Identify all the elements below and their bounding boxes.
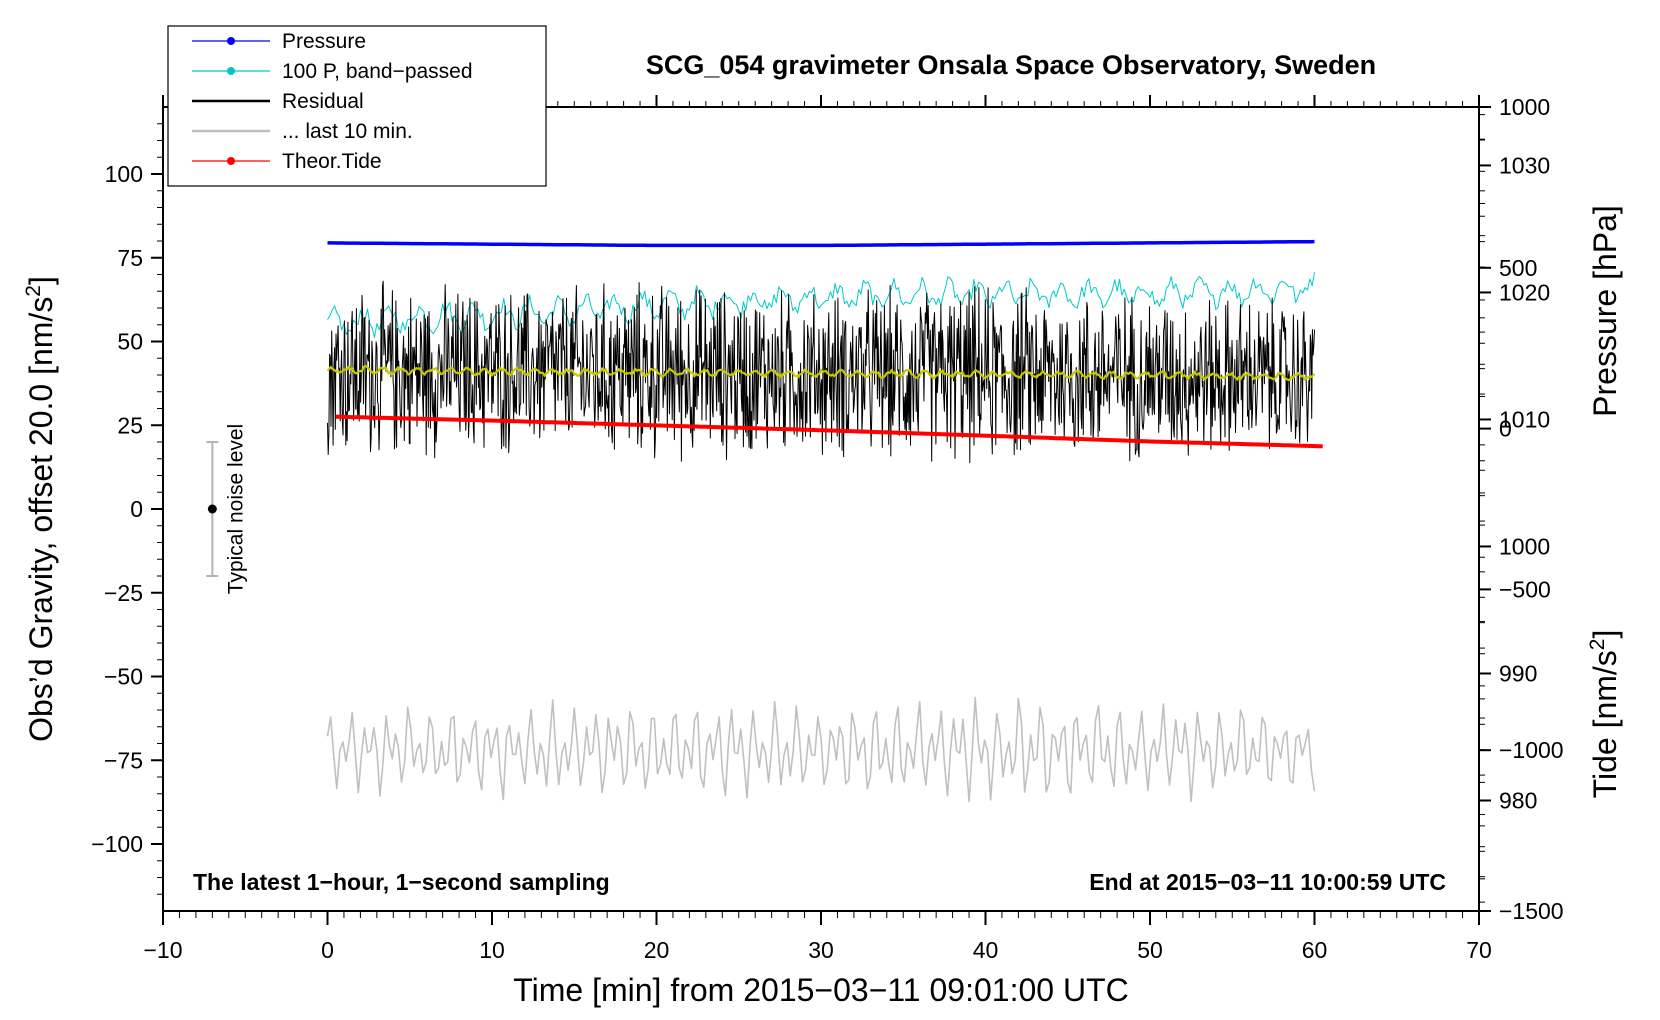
y-axis-label-superscript: 2	[22, 285, 45, 297]
tide-axis-ticks: 1000 500 0 −500 −1000 −1500	[1479, 94, 1564, 924]
x-tick-label: 20	[644, 937, 670, 963]
x-tick-label: 60	[1302, 937, 1328, 963]
series-100-p-band-passed	[327, 272, 1315, 338]
noise-level-bar: Typical noise level	[206, 424, 247, 594]
y-axis-label: Obs’d Gravity, offset 20.0 [nm/s2]	[22, 276, 59, 742]
x-tick-label: 70	[1466, 937, 1492, 963]
legend-label: 100 P, band−passed	[282, 60, 473, 83]
pressure-tick-label: 990	[1499, 660, 1537, 686]
pressure-axis-label: Pressure [hPa]	[1587, 205, 1623, 417]
series-last-10-min	[326, 696, 1316, 803]
tide-axis-label-superscript: 2	[1586, 639, 1609, 651]
legend-label: ... last 10 min.	[282, 120, 413, 143]
legend-label: Residual	[282, 90, 364, 113]
series-pressure	[327, 239, 1315, 248]
annotation-left: The latest 1−hour, 1−second sampling	[193, 869, 610, 895]
legend-marker	[227, 157, 235, 165]
y-tick-label: 50	[117, 329, 143, 355]
y-tick-label: 100	[105, 161, 143, 187]
pressure-tick-label: 980	[1499, 787, 1537, 813]
tide-tick-label: −1500	[1499, 898, 1564, 924]
pressure-tick-label: 1020	[1499, 279, 1550, 305]
y-tick-label: 75	[117, 245, 143, 271]
y-tick-label: −100	[91, 831, 143, 857]
x-tick-label: 50	[1137, 937, 1163, 963]
series-residual-smoothed	[326, 364, 1316, 382]
legend: Pressure 100 P, band−passed Residual ... la…	[167, 25, 547, 187]
y-tick-label: −25	[104, 580, 143, 606]
x-axis-label: Time [min] from 2015−03−11 09:01:00 UTC	[513, 972, 1128, 1008]
y-tick-label: −75	[104, 747, 143, 773]
annotation-right: End at 2015−03−11 10:00:59 UTC	[1089, 869, 1446, 895]
x-axis-ticks: −10 0 10 20 30 40 50 60 70	[143, 95, 1492, 963]
tide-axis-label: Tide [nm/s2]	[1586, 630, 1623, 799]
y-tick-label: −50	[104, 664, 143, 690]
y-axis-label-main: Obs’d Gravity, offset 20.0 [nm/s	[23, 297, 59, 742]
pressure-tick-label: 1010	[1499, 406, 1550, 432]
legend-marker	[227, 67, 235, 75]
y-tick-label: 25	[117, 412, 143, 438]
legend-label: Pressure	[282, 30, 366, 53]
tide-tick-label: 0	[1499, 416, 1512, 442]
legend-label: Theor.Tide	[282, 150, 382, 173]
x-tick-label: 10	[479, 937, 505, 963]
noise-level-label: Typical noise level	[224, 424, 247, 594]
legend-marker	[227, 37, 235, 45]
tide-tick-label: 500	[1499, 255, 1537, 281]
tide-tick-label: −500	[1499, 576, 1551, 602]
chart-title: SCG_054 gravimeter Onsala Space Observat…	[646, 50, 1376, 80]
pressure-tick-label: 1030	[1499, 152, 1550, 178]
y-tick-label: 0	[130, 496, 143, 522]
plot-frame	[162, 106, 1480, 912]
pressure-axis-ticks: 1030 1020 1010 1000 990 980	[1479, 114, 1550, 903]
tide-axis-label-end: ]	[1587, 630, 1623, 639]
plot-data	[326, 239, 1323, 803]
tide-tick-label: −1000	[1499, 737, 1564, 763]
tide-axis-label-main: Tide [nm/s	[1587, 650, 1623, 798]
x-tick-label: 40	[973, 937, 999, 963]
noise-bar-center-dot	[207, 504, 217, 514]
x-tick-label: 0	[321, 937, 334, 963]
x-tick-label: 30	[808, 937, 834, 963]
y-axis-label-end: ]	[23, 276, 59, 285]
pressure-tick-label: 1000	[1499, 533, 1550, 559]
series-theor-tide	[335, 414, 1323, 449]
tide-tick-label: 1000	[1499, 94, 1550, 120]
y-axis-ticks: 100 75 50 25 0 −25 −50 −75 −100	[91, 123, 163, 895]
x-tick-label: −10	[143, 937, 182, 963]
